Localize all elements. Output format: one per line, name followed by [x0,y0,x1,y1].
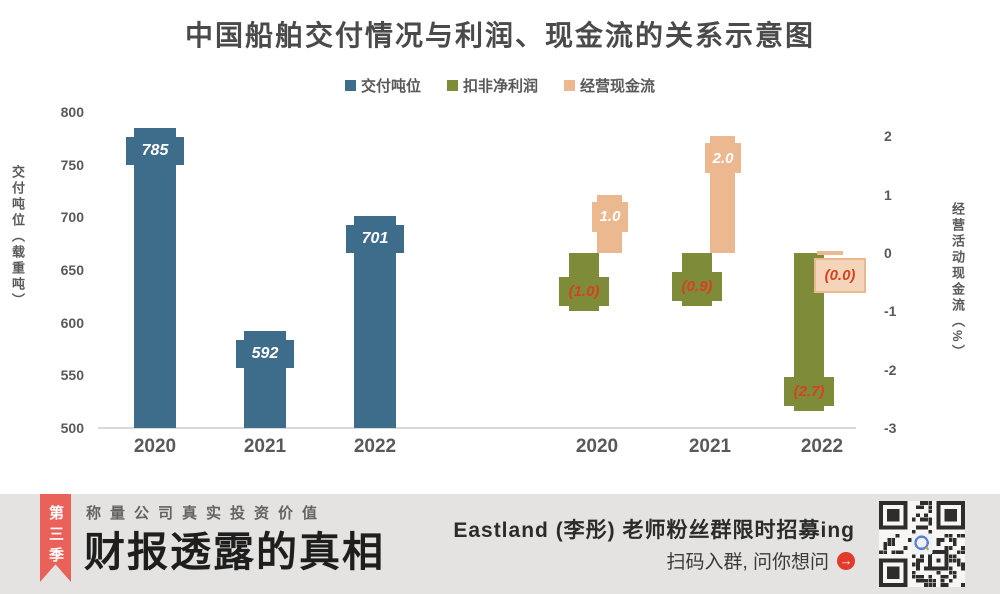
profit-bar-label: (2.7) [793,382,825,400]
bottom-banner: 第三季 称量公司真实投资价值 财报透露的真相 Eastland (李彤) 老师粉… [0,494,1000,594]
right-axis-title: 经营活动现金流（%） [950,202,965,361]
season-ribbon-label: 第三季 [47,505,64,568]
right-axis-tick: 2 [884,128,892,145]
promo-subline-text: 扫码入群, 问你想问 [666,552,829,573]
banner-tagline: 称量公司真实投资价值 [86,505,327,522]
promo-subline: 扫码入群, 问你想问 → [666,547,855,574]
profit-bar-label: (0.9) [681,277,713,295]
banner-title: 财报透露的真相 [84,529,385,575]
x-axis-year-label: 2022 [353,436,397,457]
left-axis-tick: 600 [60,314,84,331]
promo-headline: Eastland (李彤) 老师粉丝群限时招募ing [453,519,855,542]
chart-legend: 交付吨位 扣非净利润 经营现金流 [0,75,1000,96]
arrow-right-icon: → [837,551,855,570]
legend-swatch-icon [344,80,356,91]
right-axis-tick: 0 [884,245,892,261]
tonnage-bar-tab [126,136,184,165]
profit-bar-tab [672,271,722,301]
tonnage-bar-label: 592 [251,345,279,363]
tonnage-bar-tab [236,340,294,369]
profit-bar-tab [784,376,834,406]
x-axis-year-label: 2020 [575,436,619,457]
legend-swatch-icon [446,80,458,91]
x-axis-year-label: 2021 [688,436,732,457]
right-axis-tick: -3 [884,420,897,436]
tonnage-bar-tab [346,225,404,254]
legend-label: 扣非净利润 [462,78,538,95]
right-axis-tick: -1 [884,303,897,320]
right-axis-tick: -2 [884,361,897,378]
right-axis-tick: 1 [884,186,892,203]
tonnage-bar-label: 785 [141,141,169,159]
tonnage-bar [134,127,176,428]
legend-label: 交付吨位 [360,78,421,95]
left-axis-tick: 800 [60,104,84,120]
left-axis-tick: 650 [60,262,84,278]
profit-bar-label: (1.0) [568,283,600,301]
cashflow-bar-label: 1.0 [599,208,621,226]
cashflow-bar-tab [592,201,628,232]
left-axis-tick: 700 [60,209,84,226]
legend-item: 经营现金流 [564,75,655,96]
x-axis-line [98,427,856,429]
qr-code [879,501,965,587]
cashflow-zero-label: (0.0) [814,258,866,293]
left-axis-title: 交付吨位（载重吨） [10,165,25,309]
legend-swatch-icon [564,80,575,91]
cashflow-zero-bar [817,251,843,255]
tonnage-bar-label: 701 [361,230,389,248]
x-axis-year-label: 2021 [243,436,287,457]
legend-label: 经营现金流 [580,78,656,95]
left-axis-tick: 500 [60,420,84,436]
cashflow-bar-tab [705,143,741,174]
legend-item: 交付吨位 [344,75,421,96]
chart-title: 中国船舶交付情况与利润、现金流的关系示意图 [184,20,815,51]
cashflow-bar-label: 2.0 [712,149,734,167]
left-axis-tick: 550 [60,367,84,384]
legend-item: 扣非净利润 [446,75,538,96]
x-axis-year-label: 2020 [133,436,177,457]
x-axis-year-label: 2022 [800,436,844,457]
profit-bar-tab [559,277,609,307]
left-axis-tick: 750 [60,156,84,173]
season-ribbon: 第三季 [40,494,71,582]
